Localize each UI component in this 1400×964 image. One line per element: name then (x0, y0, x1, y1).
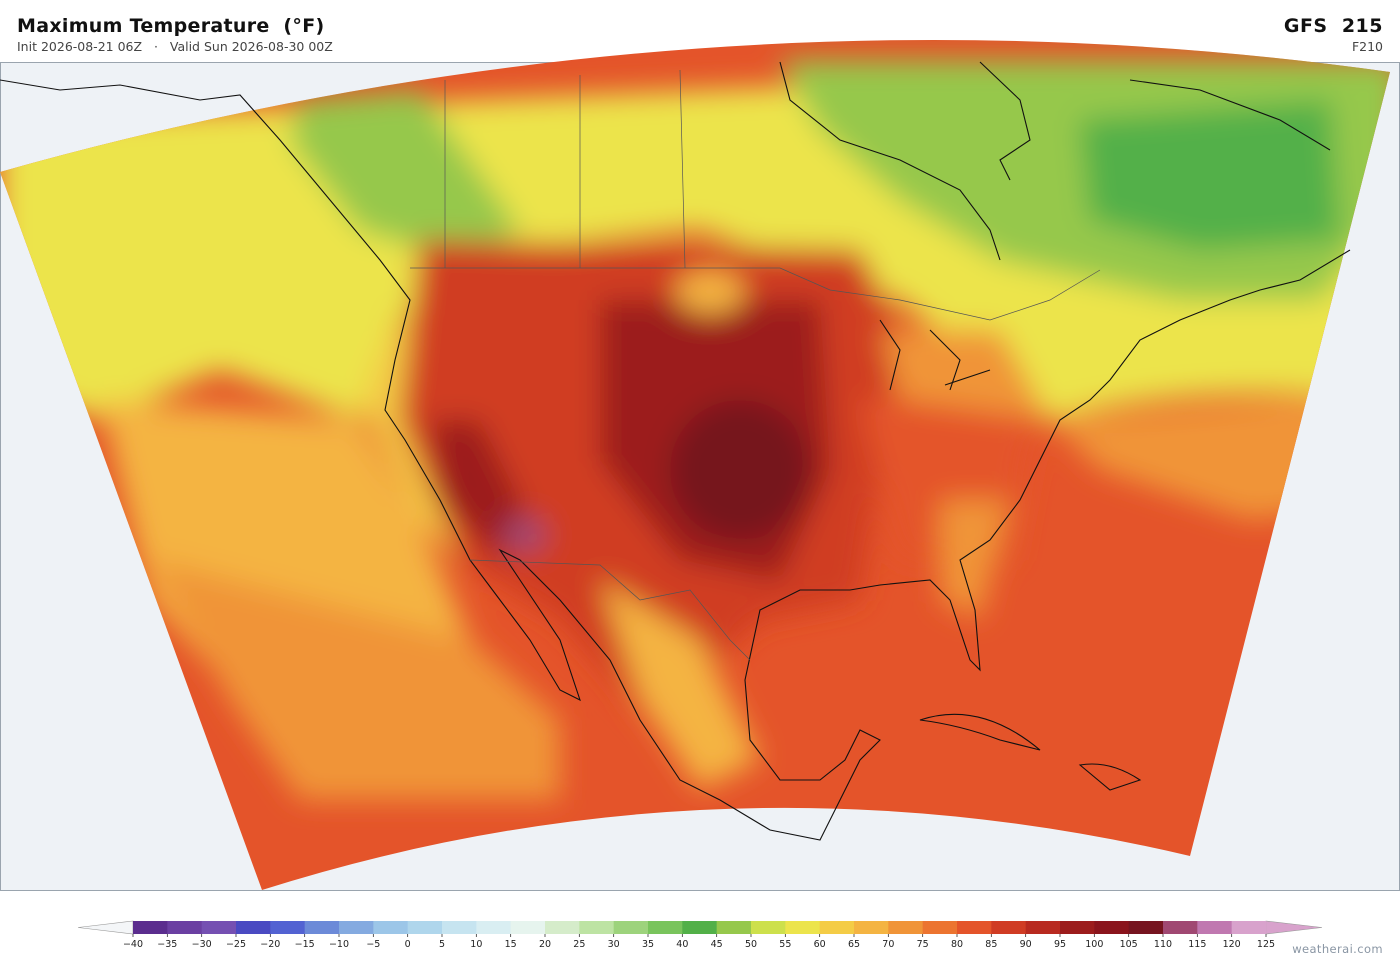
colorbar-tick-label: 95 (1054, 939, 1066, 950)
colorbar-tick-label: 80 (951, 939, 963, 950)
colorbar-tick-label: 15 (505, 939, 517, 950)
colorbar-swatch (373, 921, 409, 934)
colorbar-tick-label: 25 (573, 939, 585, 950)
colorbar-swatch (854, 921, 889, 934)
colorbar-swatch (1231, 921, 1267, 934)
colorbar-swatch (613, 921, 649, 934)
colorbar-swatch (339, 921, 374, 934)
colorbar-swatch (545, 921, 580, 934)
colorbar-swatch (957, 921, 992, 934)
colorbar-swatch (1163, 921, 1198, 934)
colorbar-tick-label: −20 (260, 939, 280, 950)
colorbar-swatch (1128, 921, 1164, 934)
model-name: GFS 215 (1283, 15, 1383, 37)
colorbar-swatch (236, 921, 271, 934)
colorbar-tick-label: 85 (985, 939, 997, 950)
coastlines (0, 61, 1351, 841)
colorbar-swatch (133, 921, 168, 934)
colorbar-swatch (716, 921, 752, 934)
colorbar-swatch (579, 921, 615, 934)
colorbar-tick-label: 105 (1120, 939, 1138, 950)
colorbar-swatch (1197, 921, 1233, 934)
colorbar-tick-label: 40 (676, 939, 688, 950)
colorbar-tick-label: −30 (192, 939, 212, 950)
colorbar-tick-label: −15 (295, 939, 315, 950)
colorbar-tick-label: 90 (1020, 939, 1032, 950)
colorbar-tick-label: 20 (539, 939, 551, 950)
colorbar-swatch (167, 921, 203, 934)
colorbar-tick-label: −10 (329, 939, 349, 950)
colorbar: −40 −35 −30 −25 −20 −15 −10 −5 0 5 10 15 20 25 30 35 40 4… (77, 920, 1323, 950)
colorbar-over (1265, 920, 1323, 935)
valid-time: Valid Sun 2026-08-30 00Z (169, 39, 333, 54)
colorbar-swatch (819, 921, 855, 934)
colorbar-swatch (888, 921, 924, 934)
colorbar-tick-label: 125 (1257, 939, 1275, 950)
colorbar-swatch (201, 921, 237, 934)
colorbar-tick-label: −5 (366, 939, 380, 950)
colorbar-swatch (751, 921, 786, 934)
map-subtitle: Init 2026-08-21 06Z · Valid Sun 2026-08-… (17, 39, 333, 54)
colorbar-tick-label: 50 (745, 939, 757, 950)
map-title: Maximum Temperature (°F) (17, 15, 325, 37)
borders (410, 69, 1101, 661)
colorbar-tick-label: 55 (779, 939, 791, 950)
colorbar-swatch (922, 921, 958, 934)
colorbar-swatch (991, 921, 1027, 934)
credit: weatherai.com (1292, 942, 1383, 956)
colorbar-tick-label: 115 (1188, 939, 1206, 950)
colorbar-tick-label: 100 (1085, 939, 1103, 950)
colorbar-tick-label: 110 (1154, 939, 1172, 950)
colorbar-tick-label: 120 (1223, 939, 1241, 950)
forecast-hour: F210 (1351, 39, 1383, 54)
colorbar-swatch (1094, 921, 1130, 934)
colorbar-tick-label: 65 (848, 939, 860, 950)
colorbar-swatch (510, 921, 546, 934)
temperature-field (0, 40, 1390, 891)
colorbar-swatch (304, 921, 340, 934)
colorbar-tick-label: 75 (917, 939, 929, 950)
colorbar-tick-label: 60 (814, 939, 826, 950)
colorbar-tick-label: 30 (608, 939, 620, 950)
colorbar-swatch (407, 921, 443, 934)
colorbar-swatch (442, 921, 477, 934)
colorbar-tick-label: 70 (882, 939, 894, 950)
colorbar-swatch (682, 921, 718, 934)
colorbar-swatch (270, 921, 306, 934)
colorbar-swatch (648, 921, 683, 934)
colorbar-tick-label: 45 (711, 939, 723, 950)
colorbar-tick-label: −40 (123, 939, 143, 950)
colorbar-tick-label: 5 (439, 939, 445, 950)
colorbar-swatch (1060, 921, 1095, 934)
colorbar-swatch (1025, 921, 1061, 934)
colorbar-tick-label: −25 (226, 939, 246, 950)
colorbar-under (77, 920, 134, 935)
colorbar-swatch (785, 921, 821, 934)
colorbar-tick-label: −35 (157, 939, 177, 950)
colorbar-swatch (476, 921, 512, 934)
colorbar-tick-label: 35 (642, 939, 654, 950)
init-time: Init 2026-08-21 06Z (17, 39, 143, 54)
colorbar-tick-label: 0 (405, 939, 411, 950)
colorbar-tick-label: 10 (470, 939, 482, 950)
